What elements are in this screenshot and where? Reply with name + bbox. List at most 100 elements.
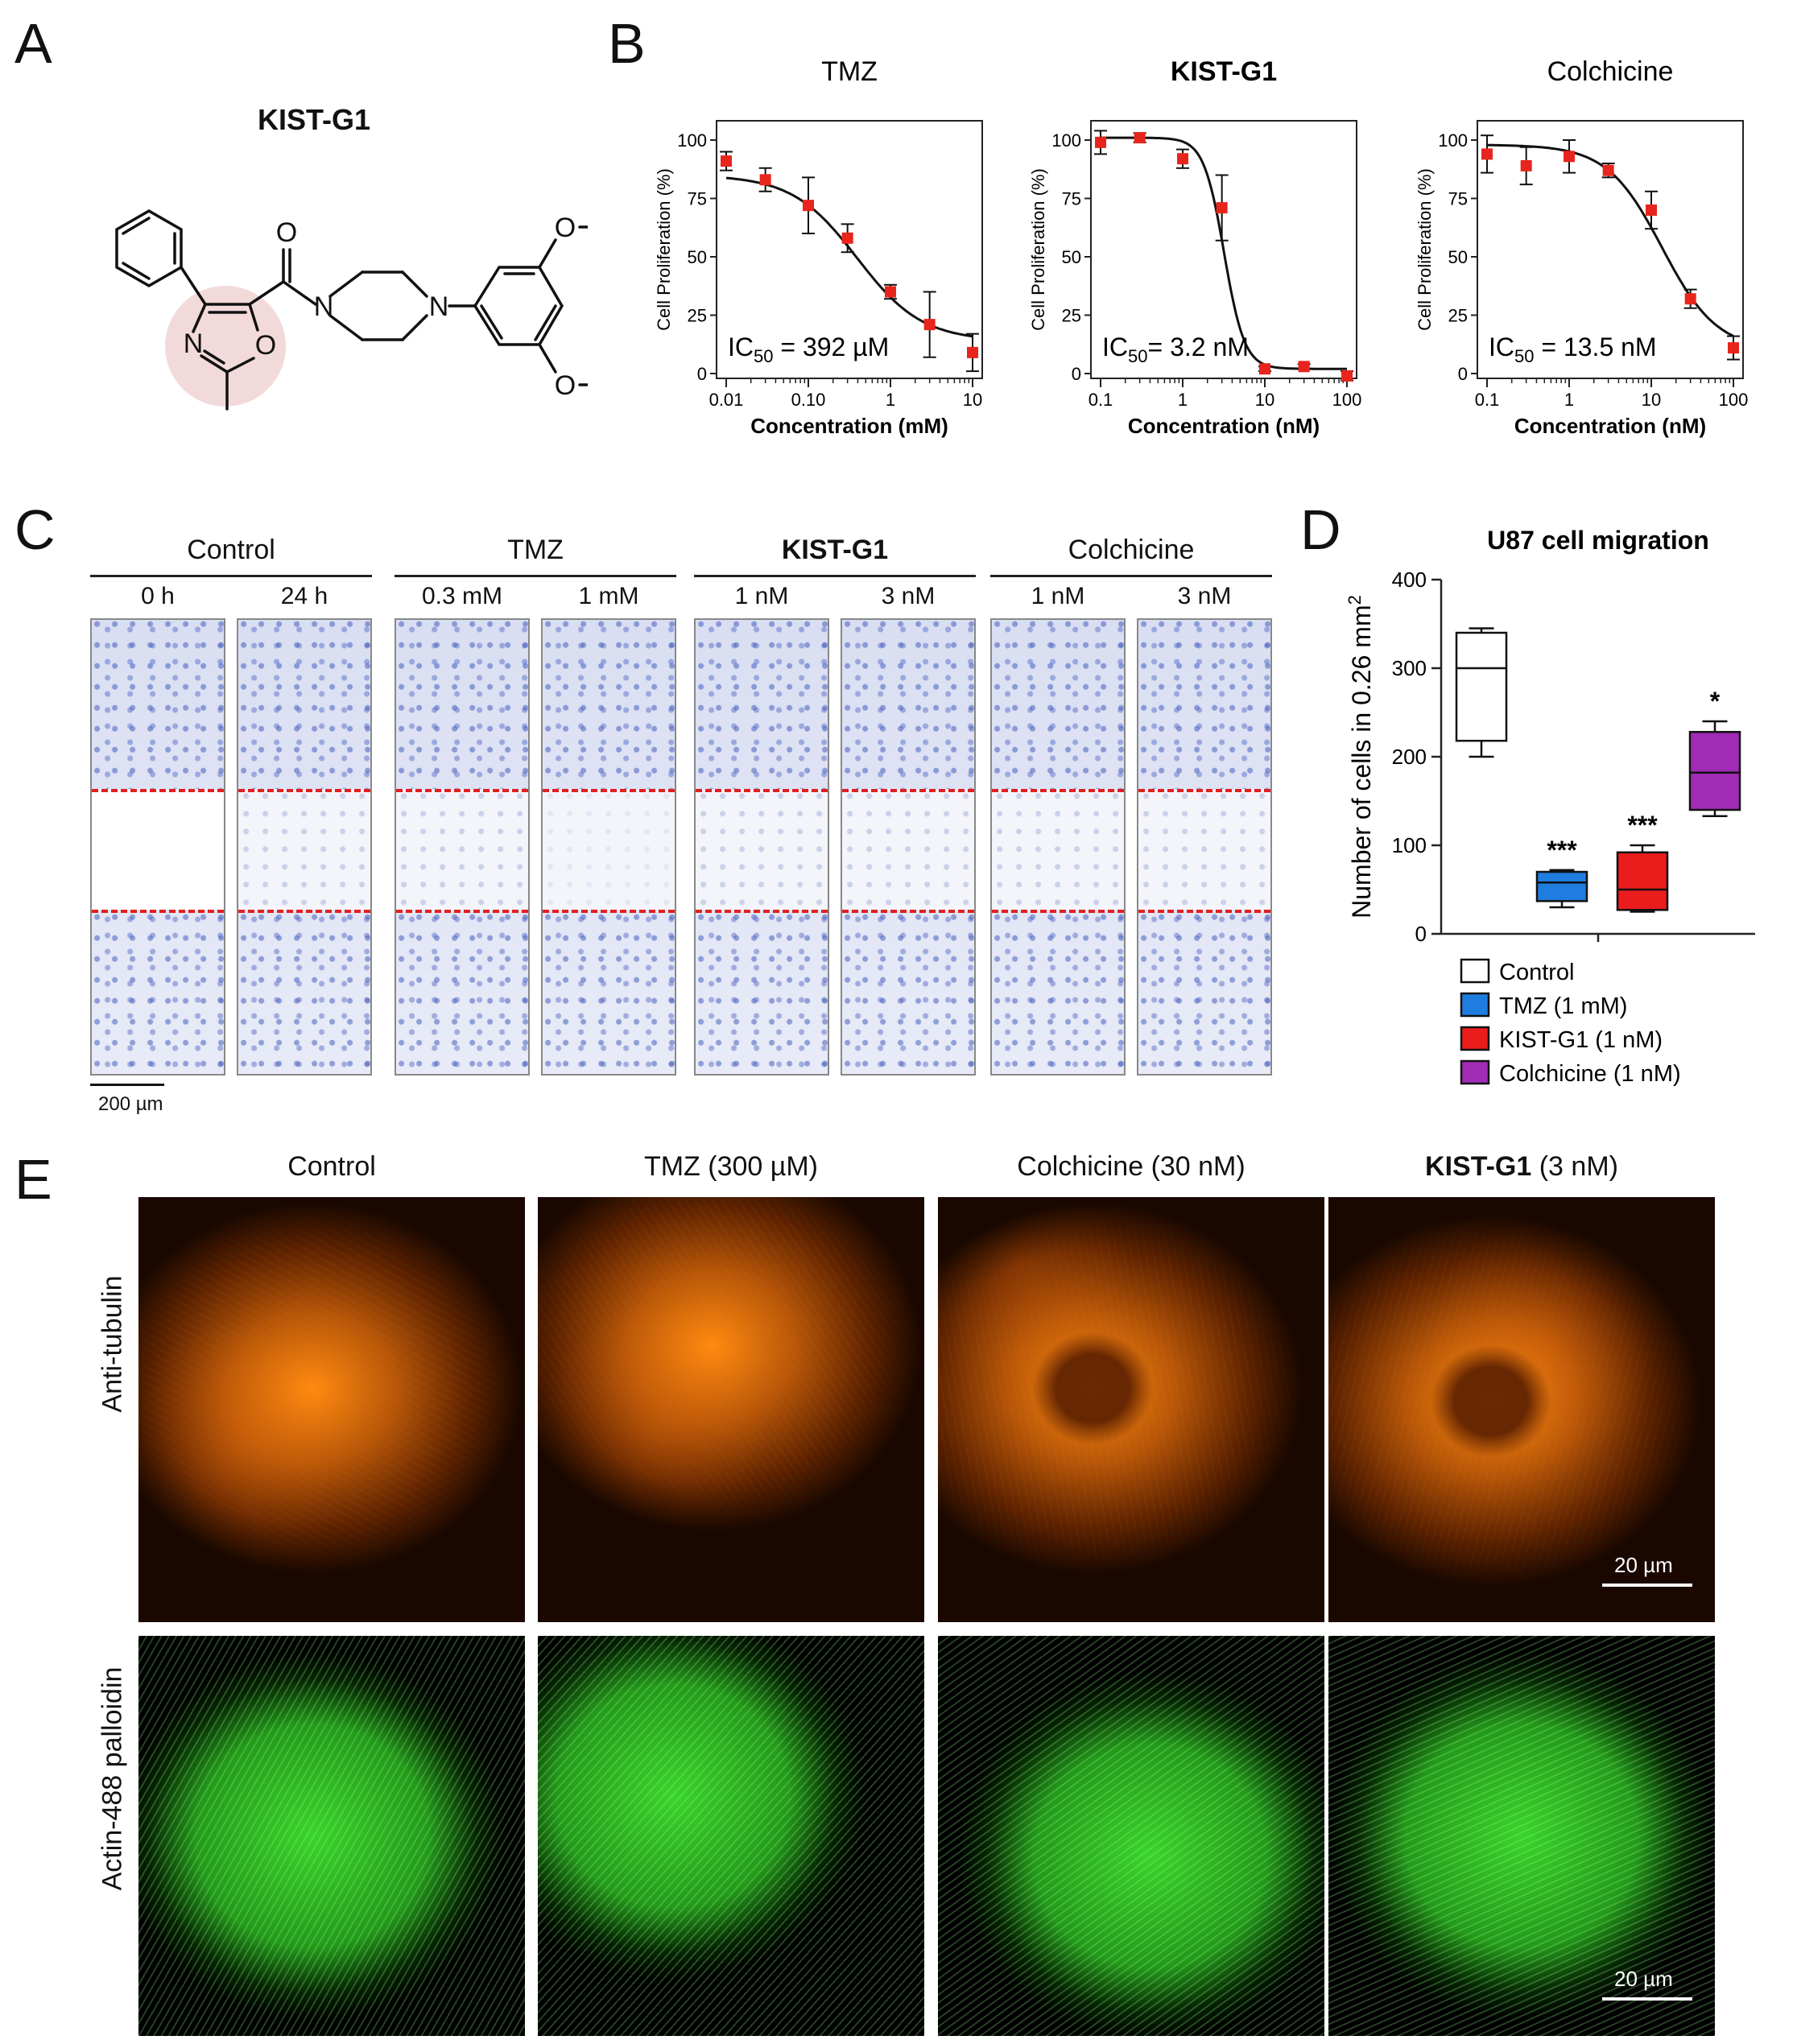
data-point xyxy=(1298,361,1310,373)
y-tick-label: 0 xyxy=(1415,922,1427,946)
data-point xyxy=(1134,132,1146,144)
x-tick-label: 0.1 xyxy=(1475,390,1500,410)
y-axis-label: Cell Proliferation (%) xyxy=(1415,168,1435,331)
data-point xyxy=(1684,293,1696,305)
wound-edge-line xyxy=(92,910,224,913)
data-point xyxy=(1602,164,1614,176)
wound-edge-line xyxy=(543,789,675,792)
atom-n-pip1: N xyxy=(314,291,334,322)
data-point xyxy=(1728,342,1739,354)
migration-image xyxy=(90,618,225,1076)
chart-frame xyxy=(1090,120,1357,379)
ic50-annotation: IC50 = 392 µM xyxy=(728,332,889,366)
structure-drawing: O N N N O O O xyxy=(115,209,597,411)
box-1 xyxy=(1455,627,1508,758)
scale-bar-sb-actin xyxy=(1602,1997,1692,2001)
condition-label: 0 h xyxy=(141,583,175,609)
group-label: Colchicine xyxy=(1068,535,1195,565)
box-3: *** xyxy=(1616,811,1669,913)
y-tick-label: 0 xyxy=(1072,364,1081,384)
condition-label: 3 nM xyxy=(881,583,936,609)
data-point xyxy=(1095,136,1106,148)
scale-bar-c xyxy=(90,1084,164,1086)
group-label: KIST-G1 xyxy=(781,535,889,565)
wound-edge-line xyxy=(92,789,224,792)
y-tick-label: 25 xyxy=(1062,306,1081,326)
legend-label: Colchicine (1 nM) xyxy=(1499,1061,1681,1087)
wound-gap xyxy=(1138,789,1270,910)
data-point xyxy=(1564,151,1575,163)
group-underline xyxy=(990,575,1272,577)
chart-b-1: TMZ 0 25 50 75 100 0.01 0.10 1 10 Concentration (m… xyxy=(654,56,983,438)
y-tick-label: 100 xyxy=(677,130,707,151)
y-tick-label: 75 xyxy=(688,189,707,209)
y-tick-label: 0 xyxy=(697,364,707,384)
condition-label: 24 h xyxy=(280,583,328,609)
condition-label: 3 nM xyxy=(1177,583,1232,609)
wound-gap xyxy=(543,789,675,910)
group-label: TMZ xyxy=(507,535,564,565)
fit-curve xyxy=(725,176,973,338)
atom-o-oxazole: O xyxy=(255,330,276,361)
microscopy-column-title: TMZ (300 µM) xyxy=(643,1151,819,1182)
x-tick-label: 10 xyxy=(1642,390,1661,410)
actin-image xyxy=(1328,1636,1715,2036)
significance-mark: * xyxy=(1710,687,1721,716)
migration-image xyxy=(237,618,372,1076)
y-tick-label: 75 xyxy=(1062,189,1081,209)
row-label-actin: Actin-488 palloidin xyxy=(97,1666,128,1891)
wound-edge-line xyxy=(238,910,370,913)
chart-title: Colchicine xyxy=(1547,56,1674,87)
data-point xyxy=(967,346,978,358)
box-body xyxy=(1616,851,1669,911)
migration-boxplot: U87 cell migration 0 100 200 300 400 Number of… xyxy=(1345,526,1755,1087)
x-tick-label: 10 xyxy=(1255,390,1274,410)
migration-image xyxy=(1137,618,1272,1076)
data-point xyxy=(1259,363,1270,375)
box-4: * xyxy=(1688,687,1741,817)
scale-bar-sb-tubulin xyxy=(1602,1584,1692,1587)
group-underline xyxy=(395,575,676,577)
atom-n-pip2: N xyxy=(429,291,449,322)
legend-swatch xyxy=(1460,992,1490,1018)
panel-label-e: E xyxy=(14,1148,52,1211)
y-tick-label: 100 xyxy=(1438,130,1468,151)
wound-gap xyxy=(842,789,974,910)
x-axis-label: Concentration (nM) xyxy=(1514,414,1706,438)
tubulin-image xyxy=(138,1197,525,1622)
migration-image xyxy=(395,618,530,1076)
data-point xyxy=(1481,148,1493,160)
y-tick-label: 100 xyxy=(1392,833,1427,857)
data-point xyxy=(1341,370,1353,382)
ic50-annotation: IC50= 3.2 nM xyxy=(1102,332,1249,366)
atom-o-methoxy2: O xyxy=(555,370,576,401)
condition-label: 1 nM xyxy=(1031,583,1085,609)
y-tick-label: 50 xyxy=(688,247,707,267)
data-point xyxy=(1177,153,1188,165)
wound-edge-line xyxy=(842,789,974,792)
microscopy-column-title: Colchicine (30 nM) xyxy=(1017,1151,1246,1182)
wound-edge-line xyxy=(238,789,370,792)
wound-edge-line xyxy=(992,789,1124,792)
chart-title: KIST-G1 xyxy=(1171,56,1277,87)
wound-gap xyxy=(396,789,528,910)
kist-g1-structure: KIST-G1 xyxy=(72,89,597,427)
box-body xyxy=(1688,730,1741,811)
migration-image xyxy=(694,618,829,1076)
group-underline xyxy=(90,575,372,577)
y-tick-label: 300 xyxy=(1392,656,1427,680)
wound-gap xyxy=(238,789,370,910)
chart-b-2: KIST-G1 0 25 50 75 100 0.1 1 10 100 Concentration … xyxy=(1028,56,1361,438)
wound-edge-line xyxy=(1138,789,1270,792)
chart-title: TMZ xyxy=(821,56,878,87)
x-tick-label: 1 xyxy=(1564,390,1574,410)
microscopy-column-title: Control xyxy=(287,1151,376,1182)
wound-gap xyxy=(992,789,1124,910)
migration-image xyxy=(990,618,1126,1076)
data-point xyxy=(923,319,936,331)
chart-frame xyxy=(716,120,983,379)
wound-gap xyxy=(696,789,828,910)
group-underline xyxy=(694,575,976,577)
wound-edge-line xyxy=(396,789,528,792)
